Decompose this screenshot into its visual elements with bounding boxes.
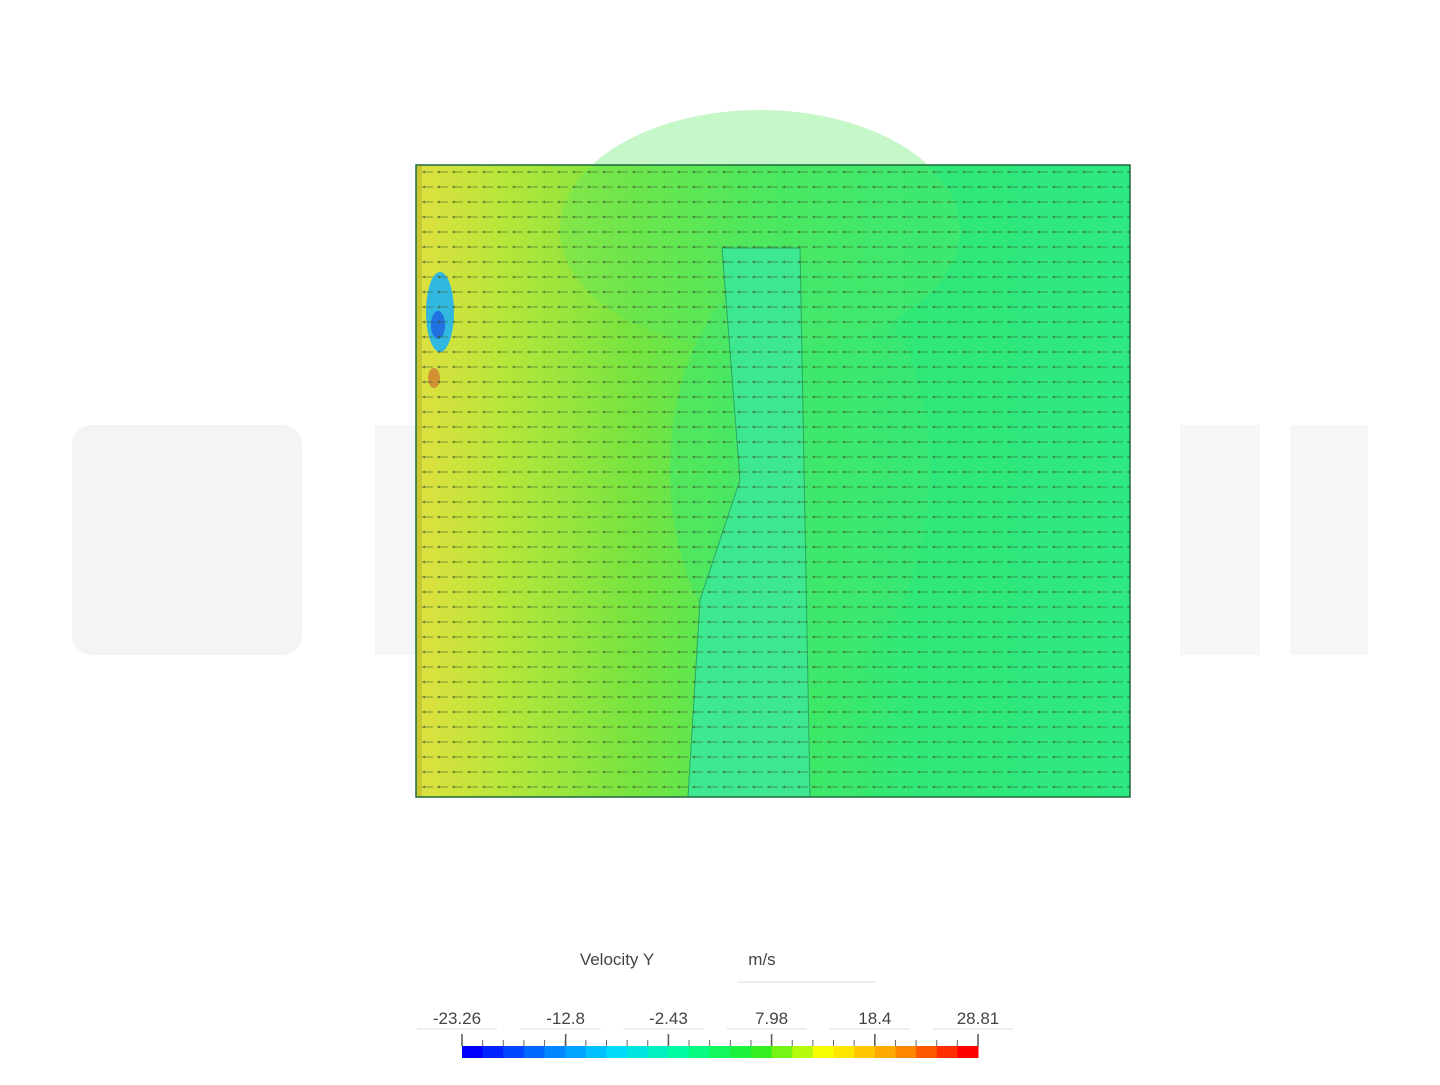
color-band [771,1046,793,1058]
color-band [792,1046,814,1058]
legend-unit: m/s [748,950,775,969]
color-band [854,1046,876,1058]
color-band [606,1046,628,1058]
color-band [565,1046,587,1058]
color-band [730,1046,752,1058]
color-band [689,1046,711,1058]
color-band [709,1046,731,1058]
color-band [957,1046,979,1058]
tick-label: -12.8 [546,1009,585,1028]
tick-label: 28.81 [957,1009,1000,1028]
color-band [462,1046,484,1058]
color-band [585,1046,607,1058]
color-band [668,1046,690,1058]
color-band [503,1046,525,1058]
inlet [416,165,422,797]
color-band [750,1046,773,1058]
color-band [895,1046,917,1058]
color-band [936,1046,958,1058]
domain-outline [415,164,1131,798]
color-band [916,1046,938,1058]
color-band [544,1046,566,1058]
vector-field [416,165,1130,797]
simulation-field [415,110,1131,798]
tick-label: 7.98 [755,1009,788,1028]
color-band [874,1046,896,1058]
tick-label: -23.26 [433,1009,481,1028]
legend-title: Velocity Y [580,950,654,969]
color-legend: Velocity Y m/s -23.26 -12.8 -2.43 7.98 18.4 2… [417,950,1013,1058]
color-band [833,1046,855,1058]
color-band [482,1046,504,1058]
color-band [627,1046,649,1058]
tick-label: 18.4 [858,1009,891,1028]
color-band [812,1046,835,1058]
color-band [647,1046,669,1058]
tick-label: -2.43 [649,1009,688,1028]
color-band [523,1046,546,1058]
